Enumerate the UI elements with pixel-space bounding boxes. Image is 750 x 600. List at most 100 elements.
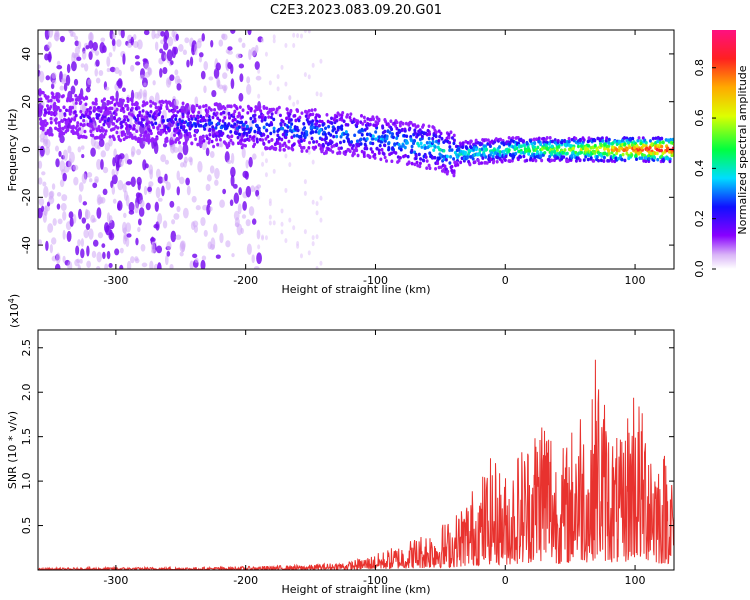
spectrogram-band-mark xyxy=(442,157,446,162)
spectrogram-band-mark xyxy=(281,119,285,124)
spectrogram-band-mark xyxy=(62,105,66,110)
spectrogram-band-mark xyxy=(432,126,436,130)
spectrogram-band-mark xyxy=(553,151,557,155)
spectrogram-band-mark xyxy=(545,135,549,140)
colorbar-tick-label: 0.6 xyxy=(693,109,706,127)
spectrogram-band-mark xyxy=(149,104,153,108)
spectrogram-band-mark xyxy=(145,136,149,141)
spectrogram-band-mark xyxy=(377,138,381,143)
spectrogram-noise-mark xyxy=(264,172,268,178)
spectrogram-band-mark xyxy=(48,107,52,111)
spectrogram-band-mark xyxy=(448,148,452,153)
spectrogram-band-mark xyxy=(348,149,352,154)
spectrogram-band-mark xyxy=(428,140,432,145)
spectrogram-band-mark xyxy=(121,106,125,111)
spectrogram-band-mark xyxy=(376,121,380,126)
snr-y-tick-label: 0.5 xyxy=(20,517,33,535)
spectrogram-band-mark xyxy=(199,124,203,128)
spectrogram-band-mark xyxy=(324,135,328,140)
spectrogram-noise-mark xyxy=(219,140,224,148)
spectrogram-band-mark xyxy=(539,142,543,147)
spectrogram-band-mark xyxy=(405,141,409,145)
spectrogram-band-mark xyxy=(647,156,651,161)
spectrogram-band-mark xyxy=(227,141,231,146)
spectrogram-noise-mark xyxy=(292,43,296,49)
spectrogram-noise-mark xyxy=(49,243,53,254)
spectrogram-noise-mark xyxy=(172,146,179,153)
spectrogram-band-mark xyxy=(641,143,645,148)
spectrogram-noise-mark xyxy=(108,263,113,269)
spectrogram-band-mark xyxy=(617,148,621,153)
spectrogram-band-mark xyxy=(212,144,216,149)
spectrogram-band-mark xyxy=(132,136,136,140)
spectrogram-band-mark xyxy=(469,139,473,144)
spectrogram-band-mark xyxy=(219,112,223,116)
spectrogram-band-mark xyxy=(126,106,130,111)
spectrogram-band-mark xyxy=(265,122,269,127)
spectrogram-noise-mark xyxy=(74,35,79,41)
spectrogram-band-mark xyxy=(438,147,442,152)
snr-panel: -300 -200 -100 0 100 0.5 1.0 1.5 2.0 2.5 Height … xyxy=(6,294,675,596)
spectrogram-band-mark xyxy=(232,115,236,119)
spectrogram-band-mark xyxy=(46,104,50,108)
spectrogram-band-mark xyxy=(88,122,92,127)
spectrogram-band-mark xyxy=(77,127,81,131)
spectrogram-band-mark xyxy=(229,138,233,143)
spectrogram-band-mark xyxy=(125,135,129,139)
spectrogram-band-mark xyxy=(511,136,515,140)
spectrogram-noise-mark xyxy=(120,30,125,39)
spectrogram-noise-mark xyxy=(299,127,303,133)
spectrogram-band-mark xyxy=(215,137,219,142)
spectrogram-band-mark xyxy=(631,136,635,141)
spectrogram-noise-mark xyxy=(63,82,68,92)
spectrogram-band-mark xyxy=(365,132,369,137)
spectrogram-band-mark xyxy=(120,130,124,135)
spectrogram-band-mark xyxy=(467,148,471,153)
spectrogram-band-mark xyxy=(359,137,363,142)
spectrogram-noise-mark xyxy=(80,145,85,150)
spectrogram-noise-mark xyxy=(114,248,120,256)
spectrogram-y-tick-label: -40 xyxy=(20,236,33,254)
spectrogram-noise-mark xyxy=(148,181,154,187)
spectrogram-band-mark xyxy=(666,146,670,151)
spectrogram-band-mark xyxy=(321,123,325,127)
spectrogram-band-mark xyxy=(233,117,237,122)
spectrogram-band-mark xyxy=(54,111,58,116)
spectrogram-noise-mark xyxy=(80,63,85,68)
spectrogram-band-mark xyxy=(224,141,228,146)
spectrogram-band-mark xyxy=(582,138,586,142)
spectrogram-noise-mark xyxy=(66,63,71,74)
spectrogram-band-mark xyxy=(354,146,358,150)
spectrogram-band-mark xyxy=(240,115,244,119)
spectrogram-band-mark xyxy=(394,124,398,128)
spectrogram-band-mark xyxy=(259,109,263,113)
spectrogram-band-mark xyxy=(607,140,611,145)
spectrogram-band-mark xyxy=(132,123,136,128)
spectrogram-band-mark xyxy=(278,113,282,118)
spectrogram-band-mark xyxy=(177,140,181,145)
spectrogram-band-mark xyxy=(671,137,674,142)
spectrogram-band-mark xyxy=(194,117,198,121)
spectrogram-band-mark xyxy=(114,112,118,117)
spectrogram-noise-mark xyxy=(157,262,162,269)
spectrogram-band-mark xyxy=(650,142,654,146)
spectrogram-band-mark xyxy=(337,146,341,151)
spectrogram-band-mark xyxy=(480,161,484,165)
spectrogram-band-mark xyxy=(421,125,425,129)
spectrogram-noise-mark xyxy=(135,237,139,246)
spectrogram-band-mark xyxy=(379,157,383,162)
spectrogram-band-mark xyxy=(191,104,195,108)
spectrogram-noise-mark xyxy=(94,50,100,56)
spectrogram-band-mark xyxy=(227,135,231,139)
spectrogram-band-mark xyxy=(61,94,65,98)
spectrogram-noise-mark xyxy=(186,59,190,68)
spectrogram-band-mark xyxy=(176,110,180,114)
spectrogram-band-mark xyxy=(352,149,356,154)
spectrogram-noise-mark xyxy=(76,56,82,62)
spectrogram-band-mark xyxy=(459,160,463,165)
spectrogram-band-mark xyxy=(144,130,148,134)
spectrogram-band-mark xyxy=(361,122,365,126)
spectrogram-band-mark xyxy=(519,155,523,159)
spectrogram-noise-mark xyxy=(55,158,60,168)
spectrogram-band-mark xyxy=(277,136,281,140)
